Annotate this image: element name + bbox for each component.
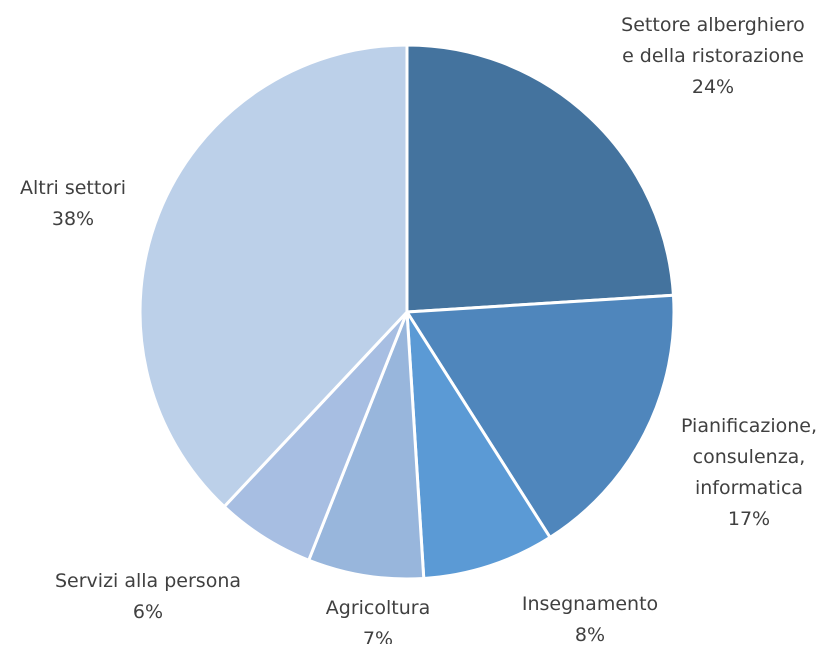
slice-label: Altri settori 38% (20, 177, 126, 230)
slice-percent: 8% (575, 624, 605, 644)
slice-percent: 6% (133, 601, 163, 623)
slice-label: Settore alberghiero e della ristorazione 2… (621, 14, 805, 98)
slice-percent: 38% (52, 208, 94, 230)
slice-category: Agricoltura (326, 597, 430, 619)
slice-label: Agricoltura 7% (326, 597, 430, 644)
slice-percent: 24% (692, 76, 734, 98)
slice-category: consulenza, (693, 446, 806, 468)
pie-slice (138, 43, 409, 509)
slice-label: Insegnamento 8% (522, 593, 658, 644)
slice-category: Settore alberghiero (621, 14, 805, 36)
slice-category: Pianificazione, (681, 415, 817, 437)
pie-slice (405, 310, 552, 580)
slice-category: Altri settori (20, 177, 126, 199)
slice-category: informatica (695, 477, 803, 499)
slice-label: Pianificazione, consulenza, informatica 17% (681, 415, 817, 530)
pie-slice (307, 310, 426, 581)
pie-slice (405, 293, 676, 539)
slice-label: Servizi alla persona 6% (55, 570, 241, 623)
slice-percent: 17% (728, 508, 770, 530)
slice-category: Insegnamento (522, 593, 658, 615)
pie-slice (405, 43, 675, 314)
slice-category: Servizi alla persona (55, 570, 241, 592)
slice-category: e della ristorazione (622, 45, 804, 67)
slice-percent: 7% (363, 628, 393, 644)
